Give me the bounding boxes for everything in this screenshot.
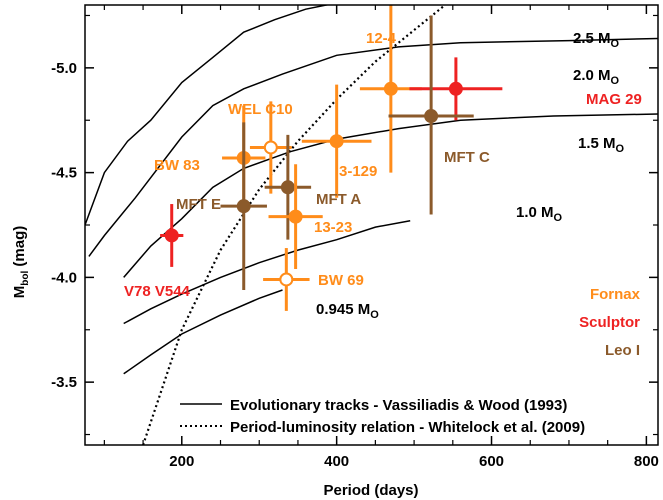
point-mft-a xyxy=(264,134,312,240)
point-marker xyxy=(164,228,179,243)
period-luminosity-relation xyxy=(142,5,446,445)
point-mft-c xyxy=(388,15,474,215)
point-label-wel-c10: WEL C10 xyxy=(228,101,293,118)
y-axis-title: Mbol (mag) xyxy=(11,226,31,299)
point-label-3-129: 3-129 xyxy=(339,163,377,180)
x-axis-title: Period (days) xyxy=(323,482,418,499)
point-bw-69 xyxy=(263,248,310,311)
point-mag-29 xyxy=(409,57,503,121)
axes: 200 400 600 800 -3.5 -4.0 -4.5 -5.0 xyxy=(51,5,659,470)
point-marker xyxy=(236,199,251,214)
point-marker xyxy=(329,134,344,149)
point-wel-c10 xyxy=(249,101,292,194)
pl-relation-line xyxy=(142,5,446,445)
point-marker xyxy=(263,140,278,155)
track-label-2-0-m: 2.0 MO xyxy=(573,67,620,87)
y-axis-title-rest: (mag) xyxy=(11,226,28,271)
point-3-129 xyxy=(301,84,372,198)
point-marker xyxy=(288,209,303,224)
y-tick-label: -5.0 xyxy=(51,60,77,77)
track-0-945-m xyxy=(123,289,283,375)
galaxy-legend-leo-i: Leo I xyxy=(605,342,640,359)
y-tick-label: -3.5 xyxy=(51,374,77,391)
galaxy-legend: Fornax Sculptor Leo I xyxy=(579,286,640,359)
track-labels: 2.5 MO 2.0 MO 1.5 MO 1.0 MO 0.945 MO xyxy=(316,30,625,321)
track-label-1-5-m: 1.5 MO xyxy=(578,135,625,155)
point-marker xyxy=(279,272,294,287)
point-label-mft-c: MFT C xyxy=(444,149,490,166)
point-label-mft-e: MFT E xyxy=(176,196,221,213)
point-marker xyxy=(383,81,398,96)
galaxy-legend-fornax: Fornax xyxy=(590,286,641,303)
point-labels: 12-4 MAG 29 MFT C 3-129 WEL C10 BW 83 MFT A MFT… xyxy=(124,30,642,300)
data-points xyxy=(160,5,503,311)
point-label-13-23: 13-23 xyxy=(314,219,352,236)
point-label-mft-a: MFT A xyxy=(316,191,361,208)
x-tick-label: 400 xyxy=(324,453,349,470)
point-v78-v544 xyxy=(160,204,184,267)
y-axis-title-main: M xyxy=(11,286,28,299)
point-marker xyxy=(424,109,439,124)
point-label-mag-29: MAG 29 xyxy=(586,91,642,108)
point-label-bw-83: BW 83 xyxy=(154,157,200,174)
point-marker xyxy=(448,81,463,96)
x-tick-label: 600 xyxy=(479,453,504,470)
x-tick-label: 200 xyxy=(169,453,194,470)
legend-dotted-label: Period-luminosity relation - Whitelock e… xyxy=(230,419,585,436)
point-marker xyxy=(280,180,295,195)
track-label-1-0-m: 1.0 MO xyxy=(516,204,563,224)
legend-solid-label: Evolutionary tracks - Vassiliadis & Wood… xyxy=(230,397,567,414)
galaxy-legend-sculptor: Sculptor xyxy=(579,314,640,331)
track-2-5-m xyxy=(85,5,331,226)
point-label-bw-69: BW 69 xyxy=(318,272,364,289)
x-tick-label: 800 xyxy=(634,453,659,470)
line-legend: Evolutionary tracks - Vassiliadis & Wood… xyxy=(180,397,585,436)
track-2-0-m xyxy=(88,37,658,257)
track-1-0-m xyxy=(123,220,411,325)
point-label-v78-v544: V78 V544 xyxy=(124,283,191,300)
point-13-23 xyxy=(268,164,323,269)
point-mft-e xyxy=(220,122,267,290)
y-tick-label: -4.5 xyxy=(51,165,77,182)
track-label-0-945-m: 0.945 MO xyxy=(316,301,379,321)
point-label-12-4: 12-4 xyxy=(366,30,397,47)
y-axis-title-sub: bol xyxy=(20,271,31,286)
y-tick-label: -4.0 xyxy=(51,269,77,286)
track-label-2-5-m: 2.5 MO xyxy=(573,30,620,50)
